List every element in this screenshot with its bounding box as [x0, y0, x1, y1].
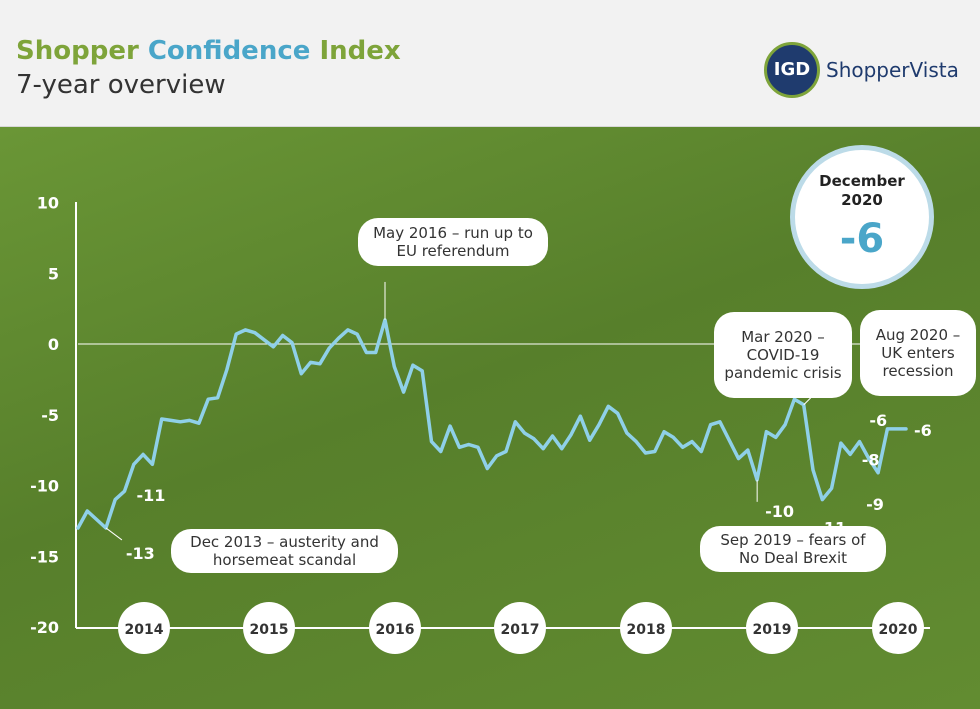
year-circle — [872, 602, 924, 654]
igd-logo-mark: IGD — [764, 42, 820, 98]
y-tick-label: 10 — [37, 194, 59, 213]
igd-logo: IGD ShopperVista — [764, 42, 974, 98]
leader-line-2014 — [105, 527, 123, 541]
badge-date: December 2020 — [795, 172, 929, 210]
callout-dec-2013: Dec 2013 – austerity and horsemeat scand… — [171, 529, 398, 573]
data-label: -13 — [126, 544, 155, 563]
year-label: 2016 — [376, 622, 415, 638]
year-label: 2015 — [250, 622, 289, 638]
latest-value-badge: December 2020 -6 — [790, 145, 934, 289]
y-tick-label: -15 — [30, 547, 59, 566]
year-circle — [494, 602, 546, 654]
page-title: Shopper Confidence Index — [16, 36, 401, 66]
data-label: -8 — [862, 451, 880, 470]
y-tick-label: -5 — [41, 406, 59, 425]
title-word-index: Index — [319, 36, 401, 66]
y-tick-label: 0 — [48, 335, 59, 354]
callout-sep-2019: Sep 2019 – fears of No Deal Brexit — [700, 526, 886, 572]
igd-logo-text: ShopperVista — [826, 58, 959, 82]
data-label: -9 — [866, 495, 884, 514]
badge-value: -6 — [839, 216, 885, 262]
title-word-confidence: Confidence — [147, 36, 311, 66]
callout-mar-2020: Mar 2020 – COVID-19 pandemic crisis — [714, 312, 852, 398]
header: Shopper Confidence Index 7-year overview… — [0, 0, 980, 127]
y-tick-label: -20 — [30, 618, 59, 637]
year-circle — [118, 602, 170, 654]
y-tick-label: 5 — [48, 264, 59, 283]
year-label: 2018 — [627, 622, 666, 638]
y-tick-label: -10 — [30, 477, 59, 496]
year-label: 2017 — [501, 622, 540, 638]
year-label: 2020 — [879, 622, 918, 638]
badge-year: 2020 — [841, 191, 883, 209]
title-word-shopper: Shopper — [16, 36, 139, 66]
leader-line-mar-2020 — [803, 397, 812, 406]
data-label: -10 — [765, 502, 794, 521]
year-circle — [243, 602, 295, 654]
badge-month: December — [819, 172, 905, 190]
data-label: -11 — [137, 486, 166, 505]
year-label: 2019 — [753, 622, 792, 638]
year-circle — [746, 602, 798, 654]
series-line — [76, 318, 908, 530]
year-label: 2014 — [125, 622, 164, 638]
year-circle — [620, 602, 672, 654]
callout-may-2016: May 2016 – run up to EU referendum — [358, 218, 548, 266]
callout-aug-2020: Aug 2020 – UK enters recession — [860, 310, 976, 396]
data-label: -6 — [869, 411, 887, 430]
data-label: -6 — [914, 421, 932, 440]
year-circle — [369, 602, 421, 654]
page-subtitle: 7-year overview — [16, 70, 226, 100]
